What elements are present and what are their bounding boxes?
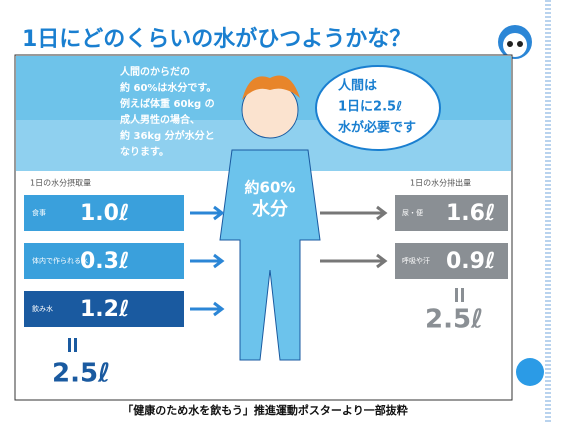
bubble-line: 1日に2.5ℓ [338, 100, 402, 115]
bubble-line: 水が必要です [338, 120, 416, 136]
intro-line: 成人男性の場合、 [120, 113, 200, 126]
intake-total: 2.5ℓ [52, 359, 110, 389]
output-amount: 1.6ℓ [446, 201, 495, 226]
output-total: 2.5ℓ [425, 305, 483, 335]
intake-amount: 1.0ℓ [80, 201, 129, 226]
output-label: 呼吸や汗 [402, 256, 430, 265]
intro-line: なります。 [120, 146, 169, 158]
intake-label: 食事 [32, 208, 46, 217]
output-label: 尿・便 [402, 208, 423, 217]
intake-heading: 1日の水分摂取量 [30, 178, 91, 188]
body-percent: 約60% [245, 179, 296, 197]
intake-amount: 0.3ℓ [80, 249, 129, 274]
decor-circle [516, 358, 544, 386]
bubble-line: 人間は [338, 78, 377, 94]
output-heading: 1日の水分排出量 [410, 178, 471, 188]
intake-amount: 1.2ℓ [80, 297, 129, 322]
intro-line: 約 36kg 分が水分と [120, 129, 215, 142]
output-amount: 0.9ℓ [446, 249, 495, 274]
intake-label: 飲み水 [32, 304, 53, 313]
caption: 「健康のため水を飲もう」推進運動ポスターより一部抜粋 [122, 403, 407, 417]
page: 1日にどのくらいの水がひつようかな？ 人間のからだの約 60%は水分です。例えば… [0, 0, 567, 423]
title: 1日にどのくらいの水がひつようかな？ [22, 26, 411, 52]
body-label: 水分 [252, 198, 288, 220]
intro-line: 例えば体重 60kg の [120, 97, 215, 110]
intro-line: 約 60%は水分です。 [120, 81, 216, 94]
mascot [498, 25, 532, 59]
intro-line: 人間のからだの [120, 65, 190, 78]
